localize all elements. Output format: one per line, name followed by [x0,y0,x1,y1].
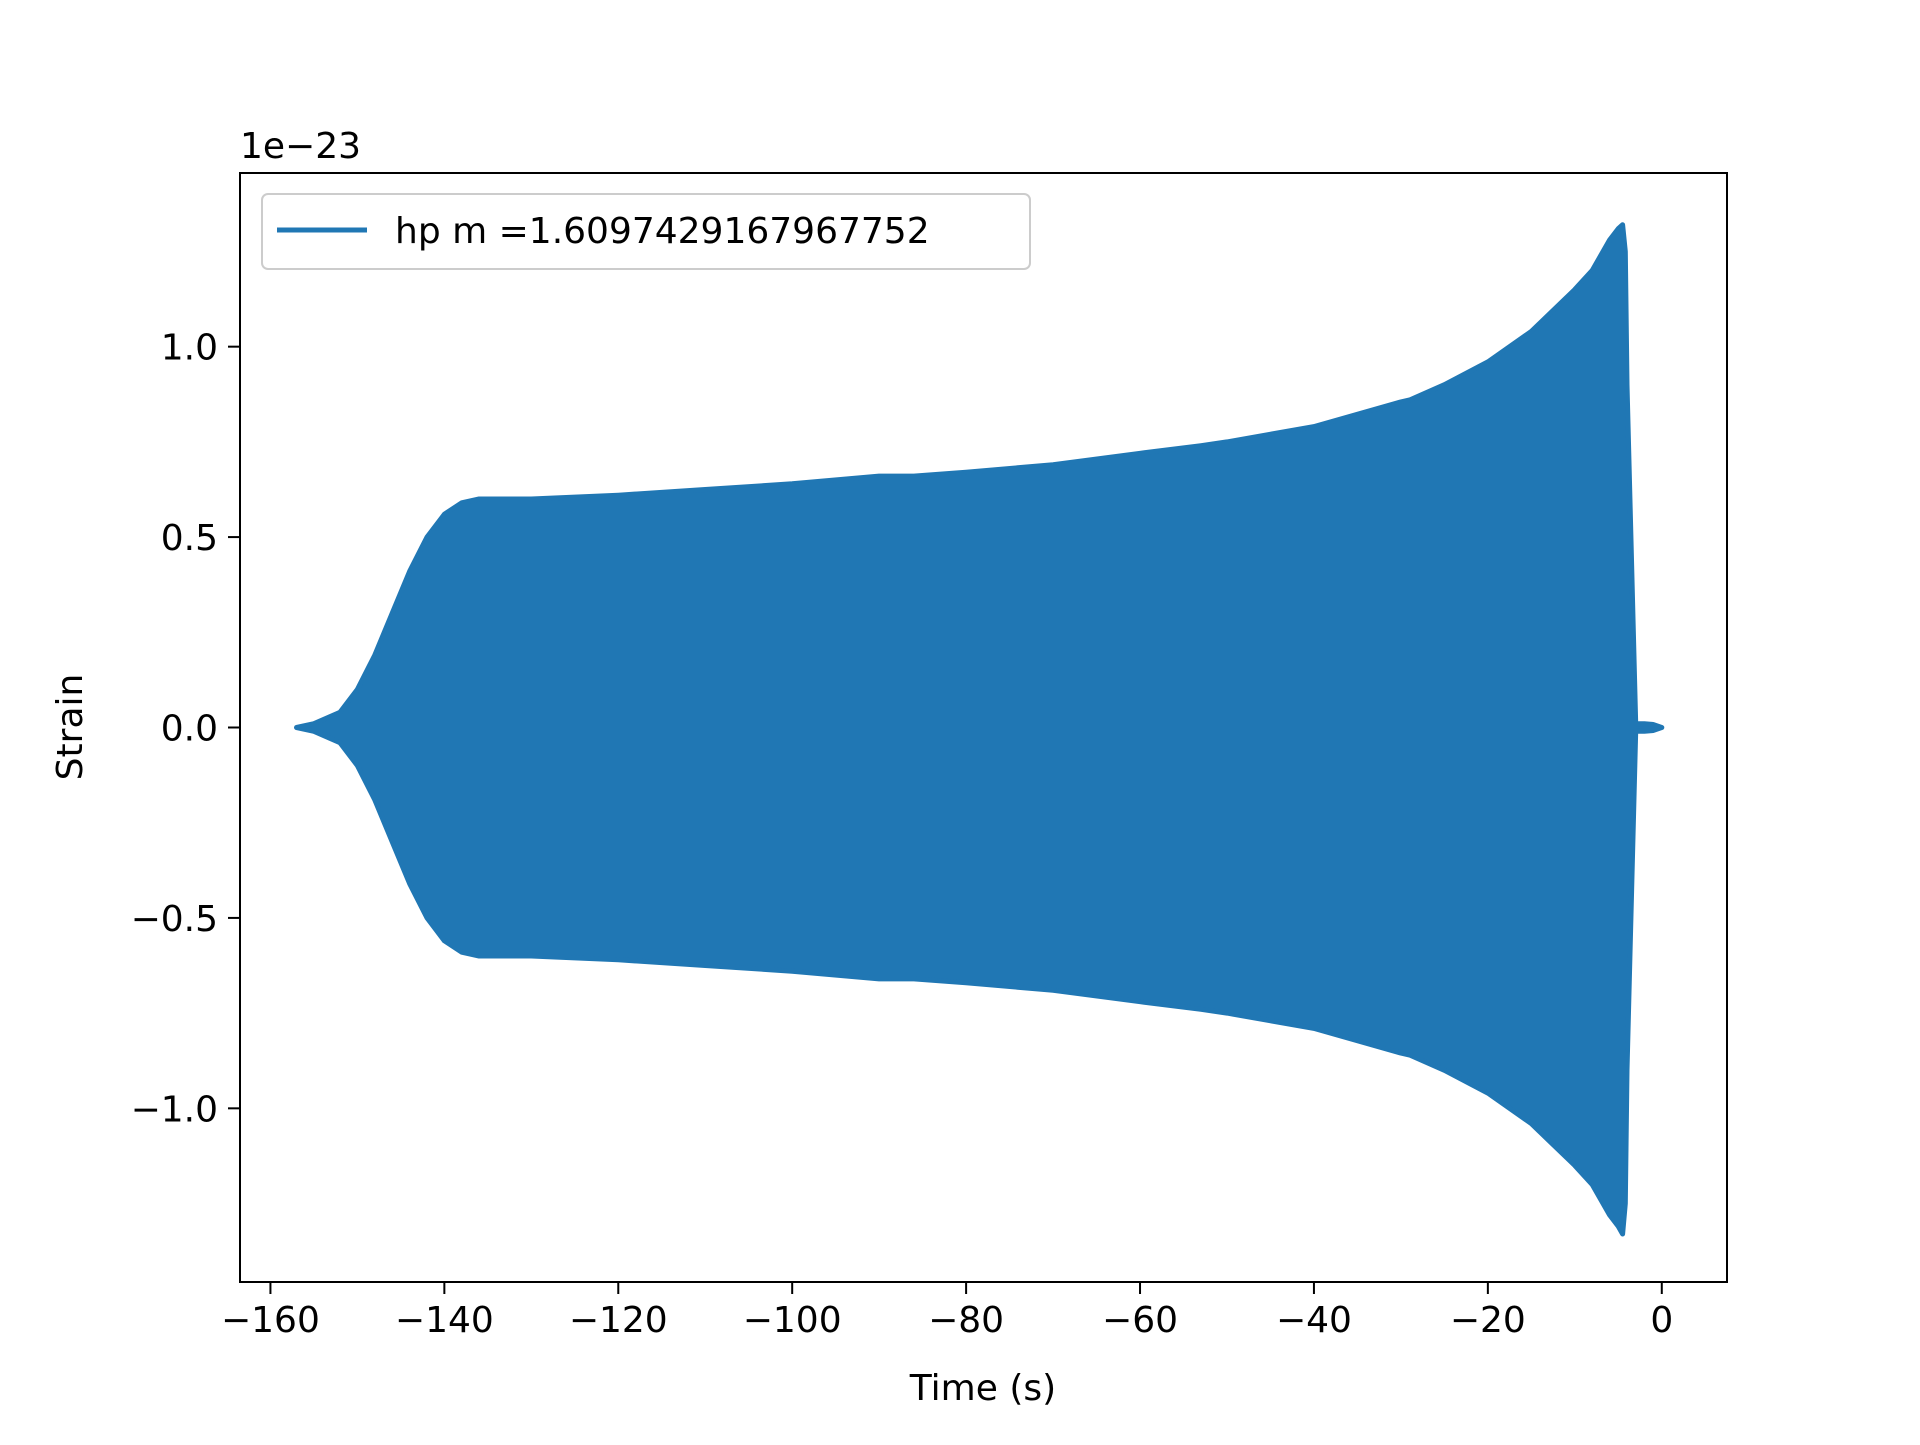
y-tick-label: 0.0 [161,709,218,750]
y-axis-offset-label: 1e−23 [240,126,361,167]
y-tick-label: −1.0 [131,1089,218,1130]
x-tick-label: −100 [743,1300,842,1341]
x-axis-label: Time (s) [909,1368,1056,1409]
legend: hp m =1.6097429167967752 [261,193,1031,270]
legend-series-label: hp m =1.6097429167967752 [395,211,930,252]
x-tick-label: −120 [569,1300,668,1341]
x-tick-label: −160 [221,1300,320,1341]
x-tick-label: −40 [1276,1300,1352,1341]
x-tick-label: −20 [1450,1300,1526,1341]
y-axis-ticks: 1.0 0.5 0.0 −0.5 −1.0 [131,328,240,1130]
y-axis-label: Strain [50,674,91,781]
x-tick-label: 0 [1650,1300,1673,1341]
y-tick-label: 0.5 [161,518,218,559]
x-tick-label: −80 [928,1300,1004,1341]
x-axis-ticks: −160 −140 −120 −100 −80 −60 −40 −20 0 [221,1282,1673,1341]
x-tick-label: −60 [1102,1300,1178,1341]
y-tick-label: −0.5 [131,899,218,940]
legend-box [261,193,1031,270]
series-hp-waveform [294,222,1665,1237]
x-tick-label: −140 [395,1300,494,1341]
series-layer [294,222,1665,1237]
y-tick-label: 1.0 [161,328,218,369]
